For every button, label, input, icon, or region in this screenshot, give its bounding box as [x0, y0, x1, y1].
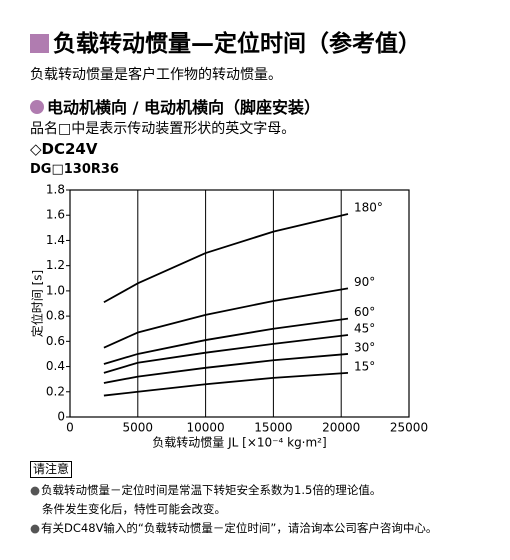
y-axis-label: 定位时间 [s]: [30, 270, 45, 337]
section-heading: 电动机横向 / 电动机横向（脚座安装）: [30, 94, 320, 118]
x-tick-label: 25000: [390, 421, 428, 435]
note: 条件发生变化后，特性可能会改变。: [42, 502, 226, 516]
x-tick-label: 15000: [254, 421, 292, 435]
chart: 0 5000 10000 15000 20000 25000 0 0.2 0.4 0.6 0.8 1.…: [30, 183, 429, 450]
y-tick-label: 1.8: [46, 183, 65, 197]
x-tick-label: 0: [66, 421, 74, 435]
y-tick-label: 0.8: [46, 309, 65, 323]
x-axis-label: 负载转动惯量 JL [×10⁻⁴ kg·m²]: [152, 435, 326, 450]
series-label: 180°: [354, 200, 383, 214]
page-title: 负载转动惯量—定位时间（参考值）: [30, 24, 421, 58]
y-tick-label: 0.6: [46, 334, 65, 348]
y-tick-label: 1.0: [46, 283, 65, 297]
series-label: 45°: [354, 322, 375, 336]
note: 负载转动惯量－定位时间是常温下转矩安全系数为1.5倍的理论值。: [30, 482, 381, 498]
note: 有关DC48V输入的“负载转动惯量－定位时间”，请洽询本公司客户咨询中心。: [30, 520, 437, 536]
series-label: 15°: [354, 359, 375, 373]
series-label: 90°: [354, 275, 375, 289]
line: [103, 371, 349, 397]
x-tick-label: 10000: [187, 421, 225, 435]
y-tick-label: 1.6: [46, 208, 65, 222]
line: [103, 287, 349, 349]
section-text: 品名□中是表示传动装置形状的英文字母。: [30, 121, 296, 137]
notes-label: 请注意: [30, 461, 73, 478]
x-tick-label: 20000: [322, 421, 360, 435]
y-tick-label: 0.2: [46, 384, 65, 398]
series-label: 30°: [354, 340, 375, 354]
y-tick-label: 1.4: [46, 233, 65, 247]
y-tick-label: 1.2: [46, 258, 65, 272]
line: [103, 334, 349, 374]
line: [103, 213, 349, 304]
line: [103, 317, 349, 365]
y-tick-label: 0.4: [46, 359, 65, 373]
model: DG□130R36: [30, 162, 119, 177]
plot-frame: [69, 189, 410, 418]
series-label: 60°: [354, 305, 375, 319]
y-tick-label: 0: [57, 410, 65, 424]
intro-text: 负载转动惯量是客户工作物的转动惯量。: [30, 67, 282, 83]
voltage: ◇DC24V: [30, 140, 98, 158]
x-tick-label: 5000: [123, 421, 154, 435]
line: [103, 353, 349, 384]
